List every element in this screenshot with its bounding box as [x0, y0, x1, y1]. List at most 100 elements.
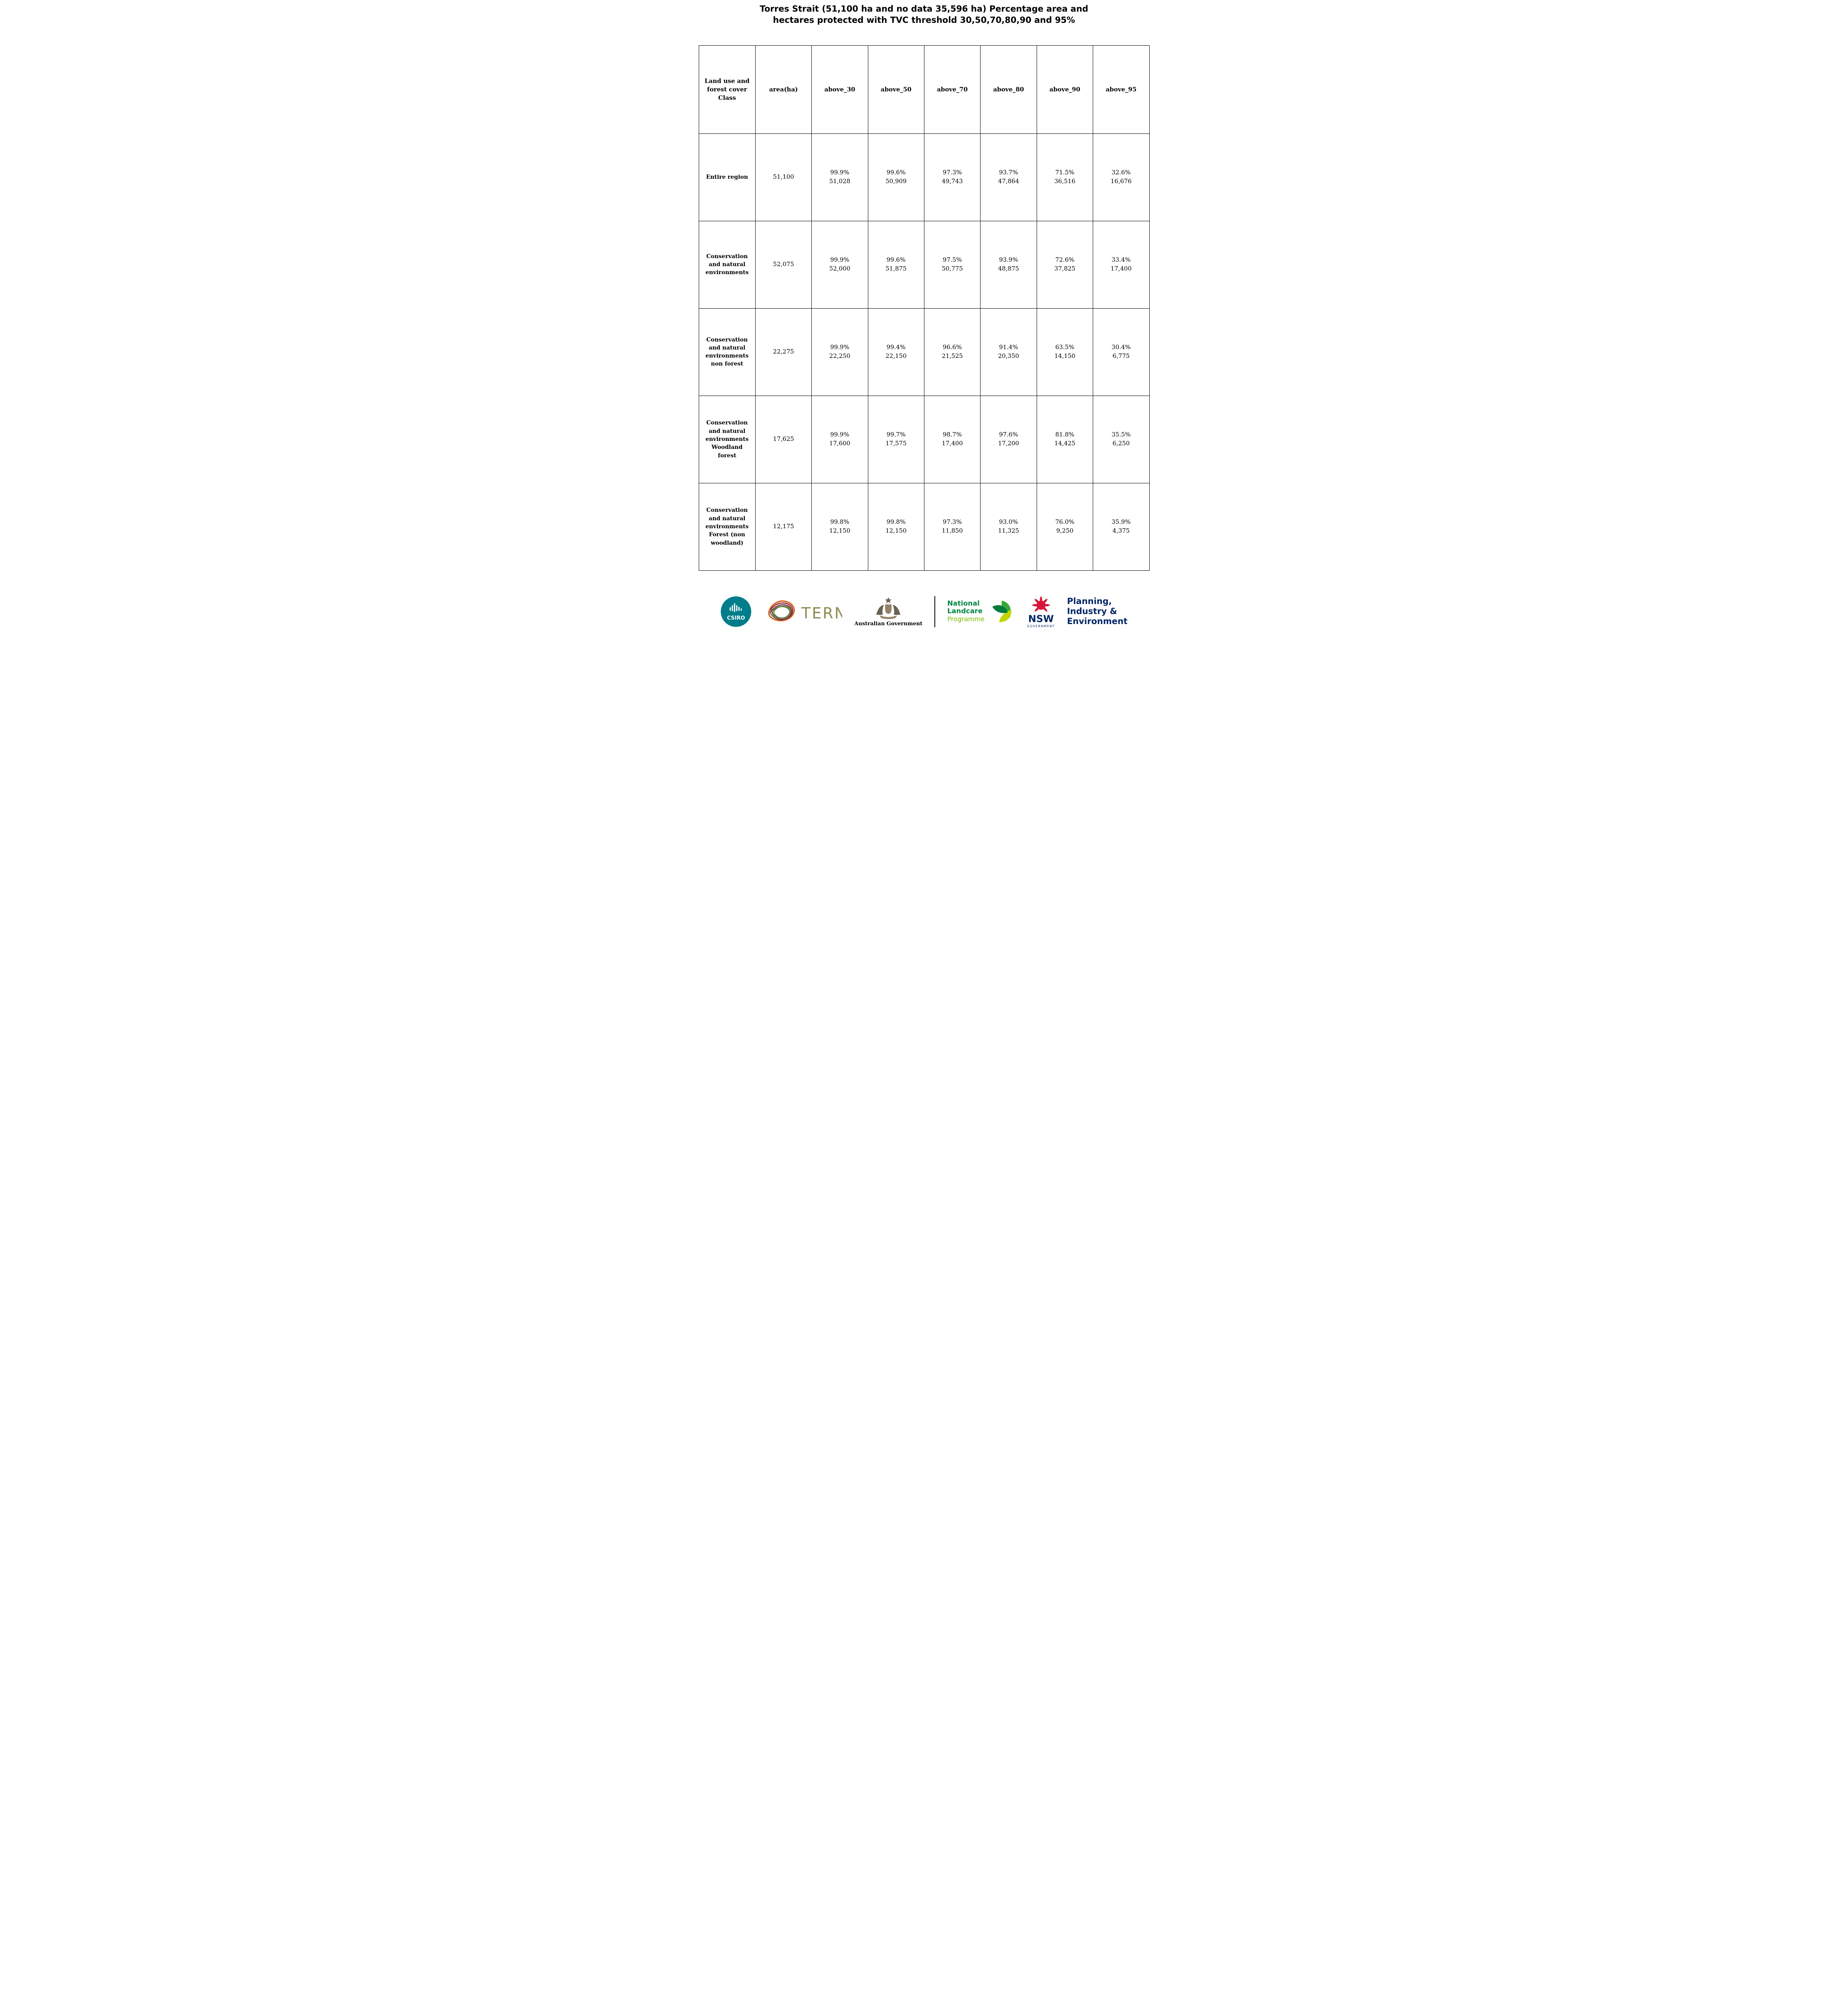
- cell-hectares: 16,676: [1110, 178, 1132, 185]
- cell-percent: 81.8%: [1055, 431, 1075, 438]
- table-row: Conservation and natural environments 52…: [698, 220, 1150, 309]
- cell-percent: 93.0%: [999, 518, 1018, 526]
- australian-coat-of-arms-icon: [876, 597, 901, 619]
- cell-percent: 99.7%: [886, 431, 906, 438]
- column-header-above95: above_95: [1093, 45, 1150, 134]
- cell-percent: 99.9%: [830, 256, 849, 264]
- cell-hectares: 17,400: [1110, 265, 1132, 273]
- cell-percent: 91.4%: [999, 343, 1018, 351]
- header-row: Land use and forest cover Class area(ha)…: [698, 45, 1150, 134]
- cell-hectares: 36,516: [1054, 178, 1076, 185]
- table-cell: 97.6% 17,200: [980, 395, 1037, 483]
- row-label: Conservation and natural environments: [698, 220, 756, 309]
- column-header-area: area(ha): [755, 45, 812, 134]
- department-name: Planning, Industry & Environment: [1067, 596, 1128, 627]
- landcare-line2: Landcare: [947, 607, 983, 616]
- table-row: Conservation and natural environments Wo…: [698, 395, 1150, 483]
- table-cell: 35.9% 4,375: [1093, 483, 1150, 571]
- cell-hectares: 51,028: [829, 178, 851, 185]
- cell-hectares: 21,525: [942, 352, 963, 360]
- table-cell: 99.4% 22,150: [867, 308, 924, 396]
- cell-percent: 99.6%: [886, 256, 906, 264]
- table-cell: 99.7% 17,575: [867, 395, 924, 483]
- table-cell: 76.0% 9,250: [1036, 483, 1094, 571]
- table-cell: 72.6% 37,825: [1036, 220, 1094, 309]
- cell-percent: 72.6%: [1055, 256, 1075, 264]
- column-header-above80: above_80: [980, 45, 1037, 134]
- cell-hectares: 50,775: [942, 265, 963, 273]
- cell-hectares: 51,875: [886, 265, 907, 273]
- cell-percent: 99.4%: [886, 343, 906, 351]
- csiro-logo: CSIRO: [720, 596, 752, 627]
- footer-divider: [934, 596, 936, 627]
- australian-government-logo: Australian Government: [854, 596, 922, 627]
- table-cell-area: 52,075: [755, 220, 812, 309]
- cell-percent: 71.5%: [1055, 169, 1075, 176]
- cell-hectares: 17,600: [829, 440, 851, 447]
- column-header-above30: above_30: [811, 45, 868, 134]
- table-cell: 93.9% 48,875: [980, 220, 1037, 309]
- nsw-government-logo: NSW GOVERNMENT: [1027, 595, 1055, 628]
- cell-hectares: 17,575: [886, 440, 907, 447]
- cell-percent: 99.9%: [830, 343, 849, 351]
- column-header-above90: above_90: [1036, 45, 1094, 134]
- page-title-line1: Torres Strait (51,100 ha and no data 35,…: [760, 4, 1088, 14]
- cell-percent: 63.5%: [1055, 343, 1075, 351]
- cell-hectares: 20,350: [998, 352, 1019, 360]
- table-cell: 30.4% 6,775: [1093, 308, 1150, 396]
- national-landcare-logo: National Landcare Programme: [947, 598, 1015, 625]
- nsw-waratah-icon: [1031, 596, 1050, 612]
- cell-hectares: 6,250: [1112, 440, 1130, 447]
- footer-logos: CSIRO TERN: [698, 588, 1150, 636]
- cell-hectares: 12,150: [886, 527, 907, 535]
- cell-hectares: 17,200: [998, 440, 1019, 447]
- cell-percent: 93.9%: [999, 256, 1018, 264]
- cell-hectares: 50,909: [886, 178, 907, 185]
- cell-percent: 35.9%: [1111, 518, 1131, 526]
- row-label: Conservation and natural environments no…: [698, 308, 756, 396]
- cell-percent: 97.5%: [942, 256, 962, 264]
- department-line2: Industry &: [1067, 606, 1117, 616]
- csiro-icon: CSIRO: [721, 596, 752, 627]
- tern-logo: TERN: [764, 596, 842, 628]
- column-header-above70: above_70: [924, 45, 981, 134]
- row-label: Conservation and natural environments Wo…: [698, 395, 756, 483]
- department-line3: Environment: [1067, 616, 1128, 626]
- cell-percent: 76.0%: [1055, 518, 1075, 526]
- cell-percent: 96.6%: [942, 343, 962, 351]
- table-row: Conservation and natural environments no…: [698, 308, 1150, 396]
- cell-hectares: 52,000: [829, 265, 851, 273]
- data-table: Land use and forest cover Class area(ha)…: [698, 45, 1150, 571]
- table-cell: 99.6% 50,909: [867, 133, 924, 221]
- cell-hectares: 11,325: [998, 527, 1019, 535]
- table-cell: 98.7% 17,400: [924, 395, 981, 483]
- table-cell: 81.8% 14,425: [1036, 395, 1094, 483]
- cell-hectares: 47,864: [998, 178, 1019, 185]
- cell-hectares: 9,250: [1056, 527, 1074, 535]
- page-title-line2: hectares protected with TVC threshold 30…: [773, 15, 1075, 25]
- row-label: Entire region: [698, 133, 756, 221]
- cell-hectares: 48,875: [998, 265, 1019, 273]
- cell-hectares: 6,775: [1112, 352, 1130, 360]
- column-header-class: Land use and forest cover Class: [698, 45, 756, 134]
- table-cell: 99.9% 22,250: [811, 308, 868, 396]
- cell-percent: 99.9%: [830, 431, 849, 438]
- cell-hectares: 12,150: [829, 527, 851, 535]
- table-cell: 93.7% 47,864: [980, 133, 1037, 221]
- cell-hectares: 49,743: [942, 178, 963, 185]
- cell-percent: 97.3%: [942, 169, 962, 176]
- table-cell: 71.5% 36,516: [1036, 133, 1094, 221]
- cell-percent: 97.3%: [942, 518, 962, 526]
- cell-hectares: 17,400: [942, 440, 963, 447]
- table-cell: 35.5% 6,250: [1093, 395, 1150, 483]
- table-cell: 96.6% 21,525: [924, 308, 981, 396]
- table-cell: 97.3% 49,743: [924, 133, 981, 221]
- cell-hectares: 14,150: [1054, 352, 1076, 360]
- row-label: Conservation and natural environments Fo…: [698, 483, 756, 571]
- table-cell: 99.8% 12,150: [867, 483, 924, 571]
- landcare-line1: National: [947, 599, 980, 608]
- tern-wordmark: TERN: [801, 604, 842, 622]
- department-line1: Planning,: [1067, 596, 1112, 606]
- table-cell: 91.4% 20,350: [980, 308, 1037, 396]
- cell-hectares: 22,250: [829, 352, 851, 360]
